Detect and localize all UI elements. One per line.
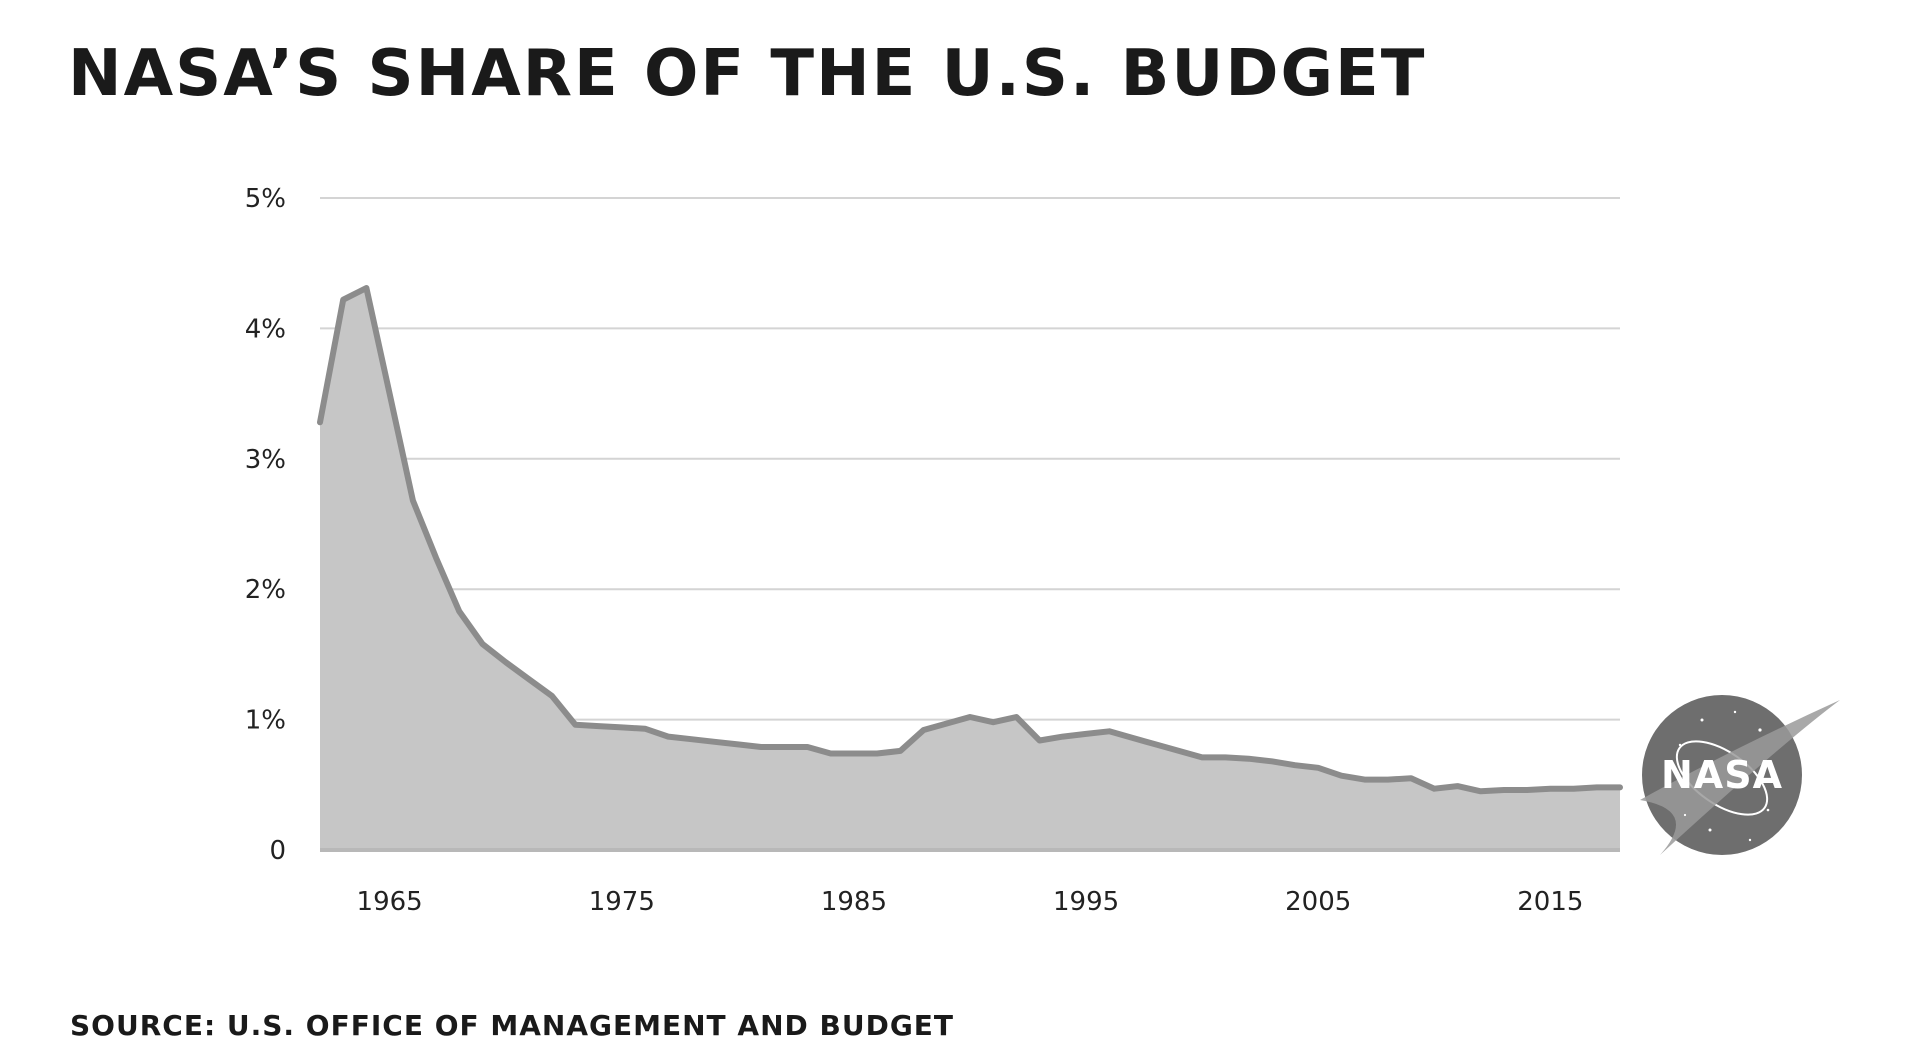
series-layer xyxy=(317,285,1623,852)
y-tick-label: 1% xyxy=(245,706,286,736)
logo-stars xyxy=(1678,710,1770,842)
y-axis: 0 1% 2% 3% 4% 5% xyxy=(245,184,286,866)
y-tick-label: 4% xyxy=(245,314,286,344)
chart-source: Source: U.S. Office of Management and Bu… xyxy=(70,1009,955,1042)
x-tick-label: 2005 xyxy=(1285,887,1351,917)
y-tick-label: 0 xyxy=(269,836,286,866)
x-tick-label: 1985 xyxy=(821,887,887,917)
x-tick-label: 1995 xyxy=(1053,887,1119,917)
x-tick-label: 1965 xyxy=(357,887,423,917)
x-tick-label: 2015 xyxy=(1517,887,1583,917)
y-tick-label: 2% xyxy=(245,575,286,605)
x-axis: 1965 1975 1985 1995 2005 2015 xyxy=(357,887,1584,917)
y-tick-label: 5% xyxy=(245,184,286,214)
logo-swoosh xyxy=(1640,700,1840,855)
y-tick-label: 3% xyxy=(245,445,286,475)
x-tick-label: 1975 xyxy=(589,887,655,917)
nasa-logo: NASA xyxy=(1640,695,1840,855)
series-line xyxy=(317,285,1623,795)
logo-text: NASA xyxy=(1661,753,1783,797)
chart-title: NASA’s share of the U.S. budget xyxy=(68,37,1427,111)
series-area xyxy=(320,288,1620,850)
